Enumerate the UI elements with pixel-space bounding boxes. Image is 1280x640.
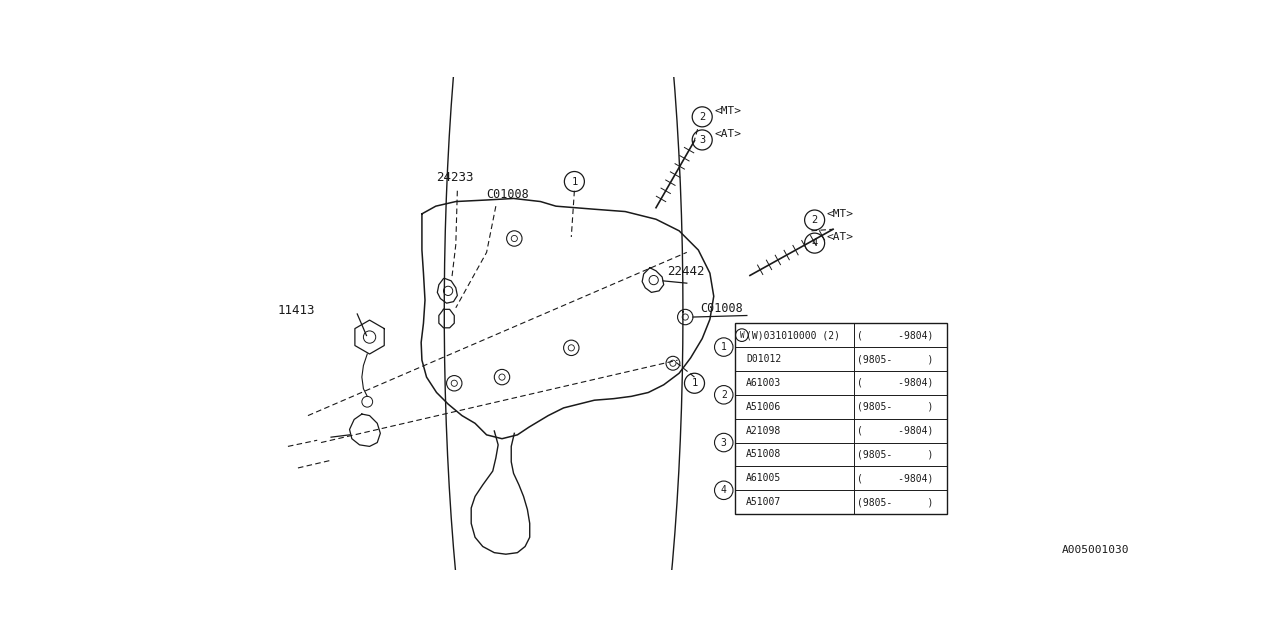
Text: (9805-      ): (9805- ) [858, 402, 934, 412]
Text: 4: 4 [812, 238, 818, 248]
Text: 1: 1 [721, 342, 727, 352]
Bar [735, 323, 947, 514]
Text: D01012: D01012 [746, 354, 781, 364]
Text: <AT>: <AT> [827, 232, 854, 242]
Text: A61005: A61005 [746, 474, 781, 483]
Text: C01008: C01008 [700, 301, 744, 315]
Text: (9805-      ): (9805- ) [858, 497, 934, 508]
Text: A21098: A21098 [746, 426, 781, 436]
Text: 2: 2 [721, 390, 727, 400]
Text: 11413: 11413 [278, 304, 315, 317]
Text: (9805-      ): (9805- ) [858, 449, 934, 460]
Text: C01008: C01008 [486, 188, 530, 202]
Text: 4: 4 [721, 485, 727, 495]
Text: A51008: A51008 [746, 449, 781, 460]
Text: <MT>: <MT> [827, 209, 854, 219]
Text: 1: 1 [571, 177, 577, 186]
Text: (      -9804): ( -9804) [858, 474, 934, 483]
Text: (      -9804): ( -9804) [858, 426, 934, 436]
Text: A51007: A51007 [746, 497, 781, 508]
Text: (      -9804): ( -9804) [858, 378, 934, 388]
Text: 1: 1 [691, 378, 698, 388]
Text: 22442: 22442 [668, 266, 705, 278]
Text: 3: 3 [699, 135, 705, 145]
Text: 3: 3 [721, 438, 727, 447]
Text: A51006: A51006 [746, 402, 781, 412]
Text: W: W [740, 331, 744, 340]
Text: (      -9804): ( -9804) [858, 330, 934, 340]
Text: 2: 2 [699, 112, 705, 122]
Text: 24233: 24233 [435, 171, 474, 184]
Text: <MT>: <MT> [714, 106, 741, 116]
Text: <AT>: <AT> [714, 129, 741, 139]
Text: A005001030: A005001030 [1062, 545, 1129, 555]
Text: A61003: A61003 [746, 378, 781, 388]
Text: (W)031010000 (2): (W)031010000 (2) [746, 330, 840, 340]
Text: (9805-      ): (9805- ) [858, 354, 934, 364]
Text: 2: 2 [812, 215, 818, 225]
